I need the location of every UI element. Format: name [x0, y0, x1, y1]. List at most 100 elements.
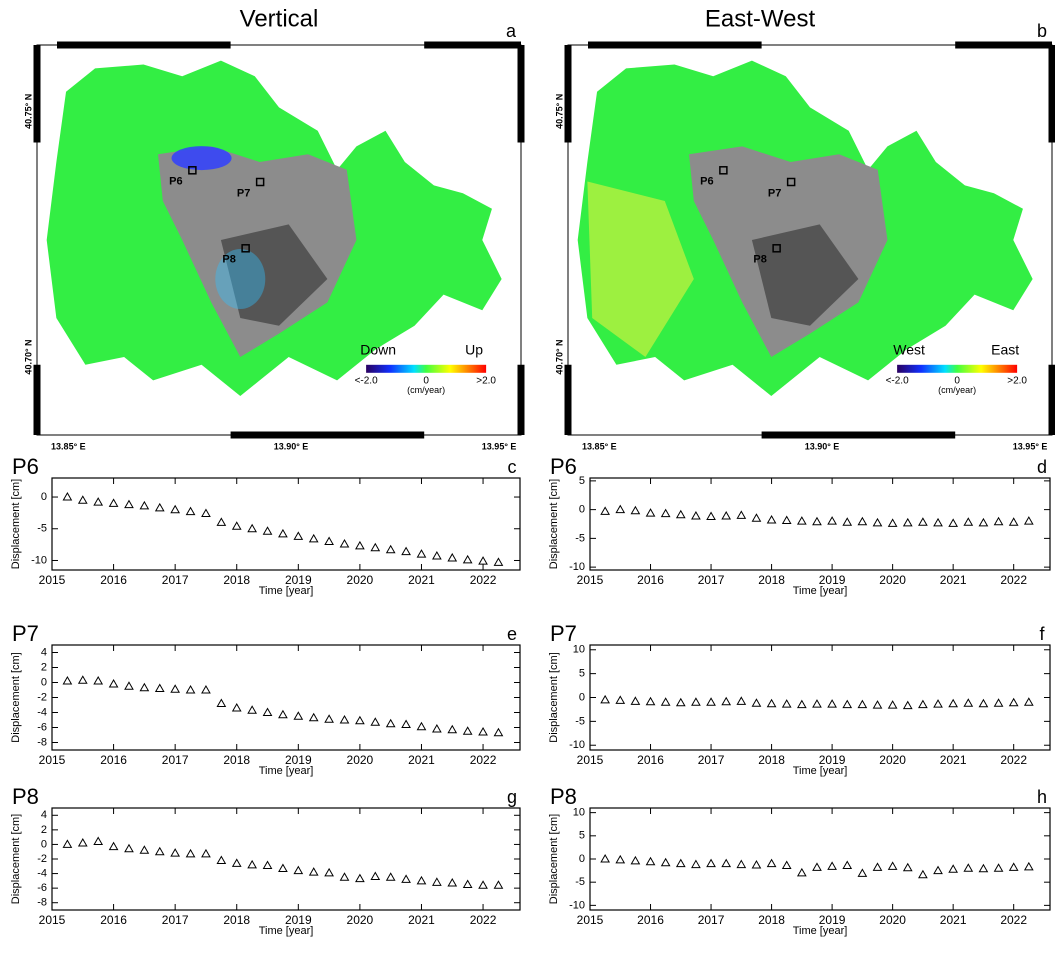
data-point	[248, 706, 256, 713]
data-point	[79, 496, 87, 503]
data-point	[919, 518, 927, 525]
data-point	[140, 684, 148, 691]
data-point	[464, 727, 472, 734]
y-tick-label: -5	[575, 532, 585, 544]
data-point	[737, 861, 745, 868]
lon-label: 13.95° E	[1013, 441, 1048, 451]
point-label: P8	[222, 254, 235, 266]
data-point	[110, 499, 118, 506]
x-tick-label: 2016	[100, 573, 127, 587]
data-point	[889, 519, 897, 526]
y-tick-label: 5	[579, 830, 585, 842]
y-tick-label: -5	[575, 715, 585, 727]
data-point	[294, 532, 302, 539]
y-tick-label: -10	[569, 899, 585, 911]
x-tick-label: 2020	[879, 753, 906, 767]
x-tick-label: 2015	[577, 913, 604, 927]
data-point	[187, 850, 195, 857]
panel-letter: c	[508, 457, 517, 477]
lon-label: 13.85° E	[51, 441, 86, 451]
panel-letter: e	[507, 624, 517, 644]
y-tick-label: -5	[37, 523, 47, 535]
chart-title: P8	[12, 784, 39, 809]
data-point	[858, 518, 866, 525]
data-point	[387, 546, 395, 553]
data-point	[94, 838, 102, 845]
x-tick-label: 2020	[879, 573, 906, 587]
data-point	[995, 518, 1003, 525]
panel-letter: f	[1039, 624, 1045, 644]
data-point	[647, 509, 655, 516]
data-point	[752, 514, 760, 521]
panel-letter: h	[1037, 787, 1047, 807]
data-point	[979, 865, 987, 872]
data-point	[402, 548, 410, 555]
data-point	[341, 873, 349, 880]
map-title: Vertical	[240, 5, 319, 32]
colorbar	[897, 365, 1017, 373]
plot-frame	[590, 808, 1050, 910]
y-tick-label: 0	[41, 491, 47, 503]
data-point	[813, 518, 821, 525]
data-point	[813, 700, 821, 707]
x-tick-label: 2021	[940, 913, 967, 927]
y-tick-label: 0	[41, 838, 47, 850]
data-point	[310, 535, 318, 542]
data-point	[874, 863, 882, 870]
y-axis-label: Displacement [cm]	[10, 652, 22, 742]
y-tick-label: 5	[579, 475, 585, 487]
data-point	[616, 506, 624, 513]
data-point	[264, 709, 272, 716]
chart-title: P7	[550, 621, 577, 646]
x-tick-label: 2016	[100, 913, 127, 927]
y-axis-label: Displacement [cm]	[10, 479, 22, 569]
data-point	[647, 858, 655, 865]
data-point	[356, 875, 364, 882]
y-tick-label: 0	[579, 691, 585, 703]
y-axis-label: Displacement [cm]	[548, 652, 560, 742]
x-tick-label: 2017	[162, 753, 189, 767]
legend-high: Up	[465, 342, 483, 358]
x-tick-label: 2018	[223, 913, 250, 927]
data-point	[63, 677, 71, 684]
data-point	[934, 519, 942, 526]
chart-title: P6	[550, 454, 577, 479]
data-point	[140, 502, 148, 509]
x-tick-label: 2015	[39, 573, 66, 587]
data-point	[858, 701, 866, 708]
lon-label: 13.90° E	[274, 441, 309, 451]
data-point	[387, 873, 395, 880]
data-point	[79, 839, 87, 846]
colorbar	[366, 365, 486, 373]
y-tick-label: -6	[37, 721, 47, 733]
legend-unit: (cm/year)	[938, 385, 976, 395]
data-point	[125, 845, 133, 852]
x-tick-label: 2021	[408, 753, 435, 767]
data-point	[479, 557, 487, 564]
data-point	[356, 542, 364, 549]
data-point	[677, 860, 685, 867]
data-point	[843, 701, 851, 708]
plot-frame	[52, 478, 520, 570]
x-tick-label: 2020	[879, 913, 906, 927]
data-point	[217, 518, 225, 525]
data-point	[140, 846, 148, 853]
data-point	[601, 507, 609, 514]
x-axis-label: Time [year]	[259, 585, 314, 597]
y-tick-label: 2	[41, 824, 47, 836]
data-point	[964, 518, 972, 525]
x-tick-label: 2022	[1000, 753, 1027, 767]
x-tick-label: 2017	[698, 913, 725, 927]
data-point	[264, 527, 272, 534]
data-point	[494, 881, 502, 888]
data-point	[843, 861, 851, 868]
data-point	[662, 510, 670, 517]
data-point	[783, 861, 791, 868]
x-tick-label: 2016	[637, 913, 664, 927]
x-tick-label: 2015	[39, 753, 66, 767]
data-point	[949, 519, 957, 526]
data-point	[125, 682, 133, 689]
data-point	[934, 700, 942, 707]
x-tick-label: 2016	[637, 573, 664, 587]
data-point	[464, 881, 472, 888]
